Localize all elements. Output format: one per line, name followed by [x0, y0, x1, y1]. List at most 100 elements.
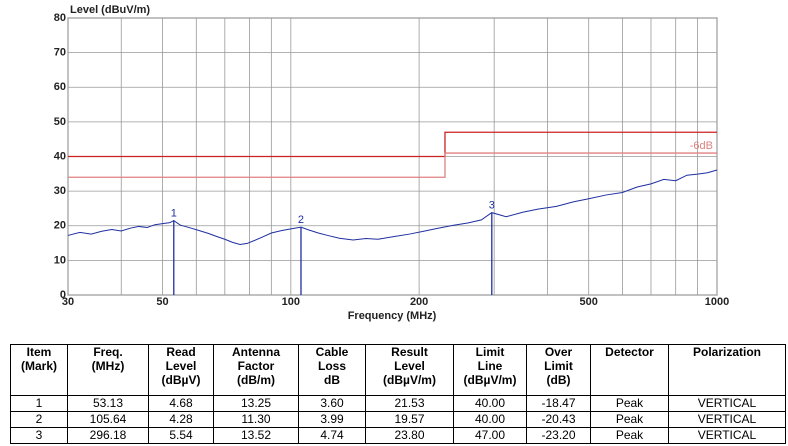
table-cell: 21.53	[365, 395, 454, 412]
x-tick-label: 200	[410, 296, 428, 308]
header-cell: Polarization	[668, 344, 786, 396]
header-cell: Antenna Factor (dB/m)	[213, 344, 299, 396]
x-tick-label: 30	[62, 296, 74, 308]
chart: Level (dBuV/m) Frequency (MHz) 0 10 20 30 40…	[54, 4, 729, 322]
table-cell: 296.18	[67, 427, 149, 444]
y-tick-label: 0	[60, 289, 66, 301]
table-cell: -23.20	[526, 427, 591, 444]
header-box: Detector	[591, 345, 668, 359]
header-box: Read Level (dBµV)	[149, 345, 213, 387]
header-row: Item (Mark) Freq. (MHz) Read Level (dBµV) Anten…	[10, 344, 786, 396]
table-cell: -20.43	[526, 411, 591, 428]
table-cell: 4.68	[148, 395, 214, 412]
x-axis-label: Frequency (MHz)	[348, 310, 437, 322]
header-box: Result Level (dBµV/m)	[366, 345, 453, 387]
header-title: Polarization	[692, 345, 761, 359]
x-tick-label: 500	[580, 296, 598, 308]
header-title: Cable	[315, 345, 349, 359]
header-title: Line	[477, 359, 503, 373]
header-box: Limit Line (dBµV/m)	[454, 345, 526, 387]
table-cell: 3.99	[298, 411, 366, 428]
header-unit: (dB/m)	[237, 373, 275, 387]
table-cell: VERTICAL	[668, 395, 786, 412]
header-box: Item (Mark)	[11, 345, 67, 373]
table-cell: 40.00	[453, 411, 527, 428]
table-cell: 53.13	[67, 395, 149, 412]
header-unit: (dBµV/m)	[383, 373, 436, 387]
header-unit: (dBµV/m)	[463, 373, 517, 387]
header-title: Read	[166, 345, 196, 359]
table-cell: 4.74	[298, 427, 366, 444]
y-tick-label: 40	[54, 150, 66, 162]
table-cell: Peak	[590, 427, 669, 444]
table-cell: 105.64	[67, 411, 149, 428]
y-tick-label: 50	[54, 116, 66, 128]
table-row: 3 296.18 5.54 13.52 4.74 23.80 47.00 -23.20 Peak…	[10, 427, 786, 444]
table-cell: 40.00	[453, 395, 527, 412]
marker-label: 1	[171, 207, 177, 219]
table-cell: 1	[10, 395, 68, 412]
table-cell: Peak	[590, 411, 669, 428]
x-tick-label: 50	[156, 296, 168, 308]
marker-label: 2	[298, 214, 304, 226]
header-unit: dB	[324, 373, 340, 387]
header-cell: Over Limit (dB)	[526, 344, 591, 396]
header-title: Level	[165, 359, 197, 373]
results-table: Item (Mark) Freq. (MHz) Read Level (dBµV) Anten…	[10, 344, 786, 444]
header-unit: (MHz)	[91, 359, 125, 373]
header-title: Detector	[605, 345, 654, 359]
header-title: Limit	[475, 345, 505, 359]
y-tick-label: 10	[54, 254, 66, 266]
table-cell: 3.60	[298, 395, 366, 412]
y-tick-label: 80	[54, 12, 66, 24]
header-title: Antenna	[232, 345, 280, 359]
header-title: Result	[391, 345, 428, 359]
y-tick-label: 20	[54, 220, 66, 232]
header-cell: Freq. (MHz)	[67, 344, 149, 396]
header-unit: (Mark)	[20, 359, 57, 373]
y-axis-label: Level (dBuV/m)	[70, 4, 150, 16]
header-title: Limit	[544, 359, 573, 373]
table-cell: 3	[10, 427, 68, 444]
header-cell: Cable Loss dB	[298, 344, 366, 396]
table-cell: Peak	[590, 395, 669, 412]
y-tick-label: 70	[54, 47, 66, 59]
header-cell: Detector	[590, 344, 669, 396]
table-cell: 13.25	[213, 395, 299, 412]
table-cell: VERTICAL	[668, 427, 786, 444]
table-cell: 5.54	[148, 427, 214, 444]
table-cell: 2	[10, 411, 68, 428]
header-title: Over	[544, 345, 573, 359]
header-box: Freq. (MHz)	[68, 345, 148, 373]
table-cell: 23.80	[365, 427, 454, 444]
header-title: Level	[394, 359, 425, 373]
x-tick-label: 100	[282, 296, 300, 308]
table-row: 2 105.64 4.28 11.30 3.99 19.57 40.00 -20.43 Peak…	[10, 411, 786, 428]
header-cell: Result Level (dBµV/m)	[365, 344, 454, 396]
header-box: Cable Loss dB	[299, 345, 365, 387]
header-unit: (dBµV)	[161, 373, 201, 387]
table-cell: -18.47	[526, 395, 591, 412]
marker-label: 3	[489, 199, 495, 211]
header-box: Antenna Factor (dB/m)	[214, 345, 298, 387]
table-cell: VERTICAL	[668, 411, 786, 428]
header-title: Factor	[237, 359, 275, 373]
header-unit: (dB)	[546, 373, 571, 387]
table-cell: 4.28	[148, 411, 214, 428]
table-cell: 13.52	[213, 427, 299, 444]
trace	[67, 169, 718, 245]
header-cell: Read Level (dBµV)	[148, 344, 214, 396]
header-title: Freq.	[93, 345, 123, 359]
header-title: Loss	[317, 359, 346, 373]
table-body: 1 53.13 4.68 13.25 3.60 21.53 40.00 -18.47 Peak V…	[10, 395, 786, 444]
header-cell: Item (Mark)	[10, 344, 68, 396]
limit-label: -6dB	[690, 140, 713, 152]
y-tick-label: 60	[54, 81, 66, 93]
header-box: Over Limit (dB)	[527, 345, 590, 387]
header-cell: Limit Line (dBµV/m)	[453, 344, 527, 396]
y-tick-label: 30	[54, 185, 66, 197]
table-cell: 47.00	[453, 427, 527, 444]
limit-line	[68, 152, 717, 178]
table-cell: 11.30	[213, 411, 299, 428]
